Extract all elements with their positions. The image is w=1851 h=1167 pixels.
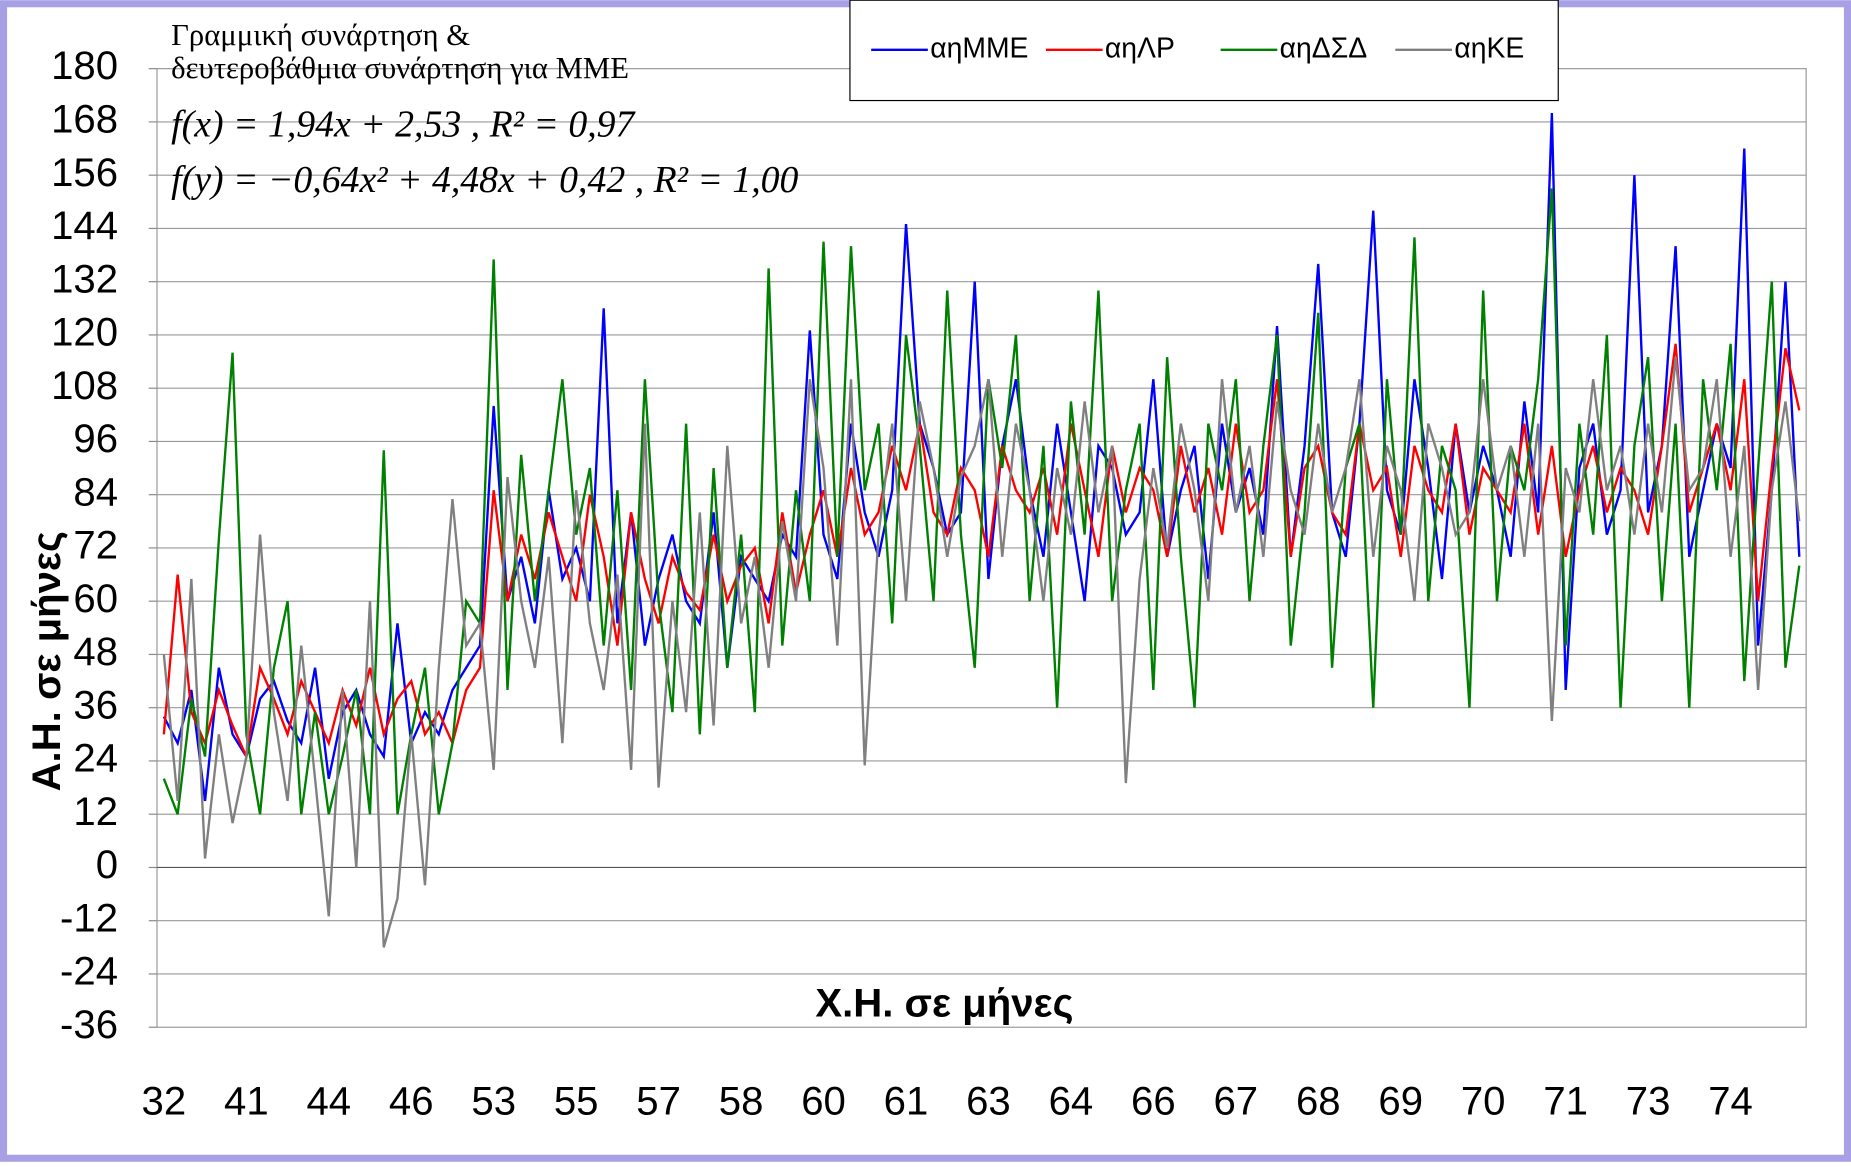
y-tick-label: 96 (73, 416, 118, 461)
x-tick-label: 68 (1296, 1079, 1341, 1124)
x-tick-label: 55 (554, 1079, 599, 1124)
y-tick-label: 24 (73, 736, 118, 781)
x-tick-label: 41 (224, 1079, 269, 1124)
x-tick-label: 44 (306, 1079, 351, 1124)
y-tick-label: 48 (73, 629, 118, 674)
x-tick-label: 53 (471, 1079, 516, 1124)
x-tick-label: 58 (719, 1079, 764, 1124)
annotation: δευτεροβάθμια συνάρτηση για ΜΜΕ (171, 51, 629, 85)
data-line (162, 113, 1801, 802)
y-tick-label: -24 (60, 949, 118, 994)
x-tick-label: 74 (1708, 1079, 1753, 1124)
x-tick-label: 32 (142, 1079, 187, 1124)
x-tick-label: 57 (636, 1079, 681, 1124)
y-tick-label: 132 (51, 256, 118, 301)
y-tick-label: 60 (73, 576, 118, 621)
y-tick-label: 84 (73, 469, 118, 514)
legend-label: αηΚΕ (1454, 32, 1524, 64)
x-tick-label: 46 (389, 1079, 434, 1124)
x-tick-label: 67 (1213, 1079, 1258, 1124)
x-tick-label: 66 (1131, 1079, 1176, 1124)
y-tick-label: -12 (60, 895, 118, 940)
data-line (162, 357, 1801, 948)
y-tick-label: -36 (60, 1002, 118, 1047)
y-tick-label: 12 (73, 789, 118, 834)
background (7, 7, 1844, 1155)
y-tick-label: 156 (51, 150, 118, 195)
x-axis-title: Χ.Η. σε μήνες (815, 981, 1073, 1026)
x-tick-label: 73 (1626, 1079, 1671, 1124)
y-tick-label: 144 (51, 203, 118, 248)
y-tick-label: 108 (51, 363, 118, 408)
y-tick-label: 0 (96, 842, 118, 887)
x-tick-label: 60 (801, 1079, 846, 1124)
equation: f(x) = 1,94x + 2,53 , R² = 0,97 (171, 103, 636, 145)
y-tick-label: 120 (51, 310, 118, 355)
y-axis-title: Α.Η. σε μήνες (24, 531, 69, 791)
x-tick-label: 70 (1461, 1079, 1506, 1124)
y-tick-label: 168 (51, 97, 118, 142)
y-tick-label: 180 (51, 43, 118, 88)
equation: f(y) = −0,64x² + 4,48x + 0,42 , R² = 1,0… (171, 159, 798, 201)
legend-label: αηΜΜΕ (930, 32, 1028, 64)
x-tick-label: 69 (1378, 1079, 1423, 1124)
legend-label: αηΔΣΔ (1280, 32, 1368, 64)
data-line (162, 188, 1801, 815)
y-tick-label: 36 (73, 682, 118, 727)
x-tick-label: 71 (1543, 1079, 1588, 1124)
x-tick-label: 61 (884, 1079, 929, 1124)
legend-label: αηΛΡ (1105, 32, 1175, 64)
x-tick-label: 63 (966, 1079, 1011, 1124)
y-tick-label: 72 (73, 523, 118, 568)
annotation: Γραμμική συνάρτηση & (171, 18, 470, 52)
x-tick-label: 64 (1049, 1079, 1094, 1124)
